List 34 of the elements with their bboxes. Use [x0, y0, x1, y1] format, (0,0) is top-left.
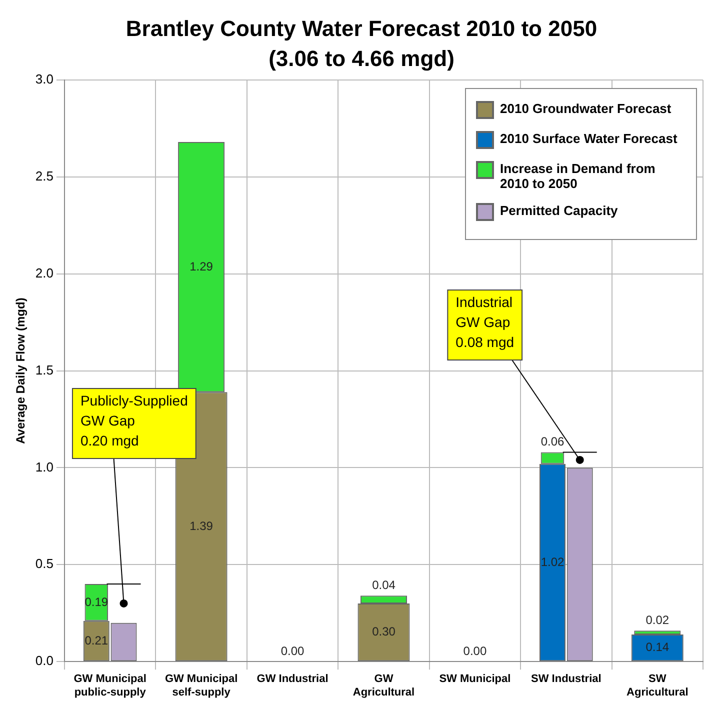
x-tick-label: GW Municipal self-supply: [164, 673, 238, 698]
data-label: 0.02: [646, 612, 670, 627]
x-tick-label: GW Municipal public-supply: [74, 673, 147, 698]
data-label: 0.14: [646, 640, 670, 654]
y-tick-label: 1.5: [35, 362, 54, 378]
data-label: 0.04: [372, 578, 396, 592]
legend-label: Increase in Demand from 2010 to 2050: [500, 161, 656, 191]
x-tick-label: SW Municipal: [439, 673, 511, 686]
data-label: 0.00: [280, 644, 305, 658]
legend-label: Permitted Capacity: [500, 203, 618, 218]
data-label: 0.30: [372, 624, 396, 639]
y-axis-title: Average Daily Flow (mgd): [14, 298, 28, 444]
x-tick-label: SW Industrial: [531, 673, 602, 686]
data-label: 0.21: [84, 633, 108, 648]
y-tick-label: 0.5: [35, 556, 54, 572]
x-tick-label: GW Agricultural: [352, 673, 415, 698]
y-tick-label: 3.0: [35, 72, 54, 87]
y-tick-label: 0.0: [35, 653, 54, 668]
y-tick-label: 2.5: [35, 168, 54, 184]
data-label: 1.39: [190, 518, 214, 533]
data-label: 0.00: [463, 644, 487, 658]
y-tick-label: 2.0: [35, 265, 54, 280]
chart-subtitle: (3.06 to 4.66 mgd): [268, 46, 454, 71]
data-label: 0.06: [540, 434, 564, 449]
chart-title: Brantley County Water Forecast 2010 to 2050: [124, 15, 598, 43]
x-tick-label: GW Industrial: [256, 673, 328, 686]
x-tick-label: SW Agricultural: [626, 673, 688, 698]
data-label: 1.29: [190, 259, 214, 274]
data-label: 1.02: [540, 554, 564, 569]
y-tick-label: 1.0: [35, 459, 54, 474]
legend-label: 2010 Surface Water Forecast: [500, 131, 678, 146]
annotation: Publicly-Supplied GW Gap 0.20 mgd: [80, 392, 188, 448]
legend-label: 2010 Groundwater Forecast: [500, 101, 672, 116]
annotation: Industrial GW Gap 0.08 mgd: [456, 294, 514, 350]
